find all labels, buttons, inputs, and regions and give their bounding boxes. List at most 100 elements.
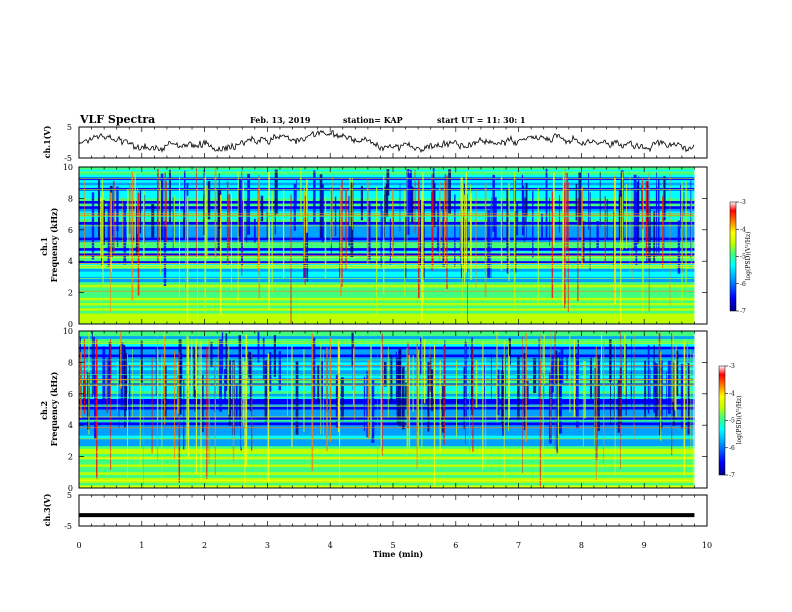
spectrogram-sferic: [354, 341, 356, 421]
spectrogram-burst: [97, 179, 100, 239]
spectrogram-burst: [406, 169, 410, 235]
spectrogram-burst: [168, 169, 171, 223]
spectrogram-sferic: [214, 361, 216, 476]
spectrogram-sferic: [631, 191, 633, 283]
spectrogram-sferic: [208, 339, 210, 465]
spectrogram-sferic: [417, 179, 420, 299]
spectrogram-sferic: [584, 360, 586, 419]
spectrogram-sferic: [500, 168, 503, 271]
spectrogram-sferic: [157, 169, 159, 261]
spectrogram-sferic: [577, 198, 579, 302]
figure-title: VLF Spectra: [79, 113, 155, 126]
spectrogram-line: [79, 427, 695, 429]
spectrogram-sferic: [692, 353, 694, 484]
spectrogram-sferic: [120, 332, 122, 389]
spectrogram-burst: [648, 206, 651, 263]
spectrogram-sferic: [406, 347, 409, 455]
spectrogram-burst: [538, 339, 540, 400]
spectrogram-sferic: [470, 193, 472, 280]
spectrogram-band: [79, 456, 695, 460]
spectrogram-sferic: [623, 334, 626, 395]
spectrogram-burst: [386, 169, 390, 196]
spectrogram-sferic: [469, 340, 470, 452]
spectrogram-sferic: [323, 350, 324, 440]
spectrogram-sferic: [475, 189, 477, 288]
spectrogram-sferic: [237, 171, 239, 302]
spectrogram-sferic: [621, 345, 622, 405]
spectrogram-sferic: [562, 170, 565, 283]
spectrogram-band: [79, 242, 695, 246]
colorbar-tick-label: -3: [729, 363, 735, 370]
spectrogram-burst: [278, 351, 282, 391]
spectrogram-burst: [411, 186, 414, 223]
header-date: Feb. 13, 2019: [250, 115, 311, 125]
ch2-spectrogram-panel: 0 2 4 6 8 10 ch.2 Frequency (kHz): [39, 327, 708, 493]
spectrogram-band: [79, 216, 695, 220]
ch2-spectrogram-image: [79, 331, 695, 488]
spectrogram-band: [79, 313, 695, 317]
spectrogram-line: [79, 215, 695, 217]
spectrogram-line: [79, 359, 695, 361]
time-tick-label: 5: [390, 541, 395, 550]
spectrogram-sferic: [303, 348, 305, 432]
spectrogram-sferic: [412, 355, 414, 413]
spectrogram-line: [79, 397, 695, 398]
spectrogram-burst: [663, 208, 665, 250]
spectrogram-burst: [405, 216, 407, 280]
time-axis-tick-labels: 0 1 2 3 4 5 6 7 8 9 10: [76, 541, 712, 550]
spectrogram-sferic: [464, 339, 466, 444]
spectrogram-burst: [555, 350, 558, 386]
spectrogram-sferic: [573, 339, 576, 417]
spectrogram-burst: [619, 367, 622, 425]
colorbar-ch1-ticks: -3 -4 -5 -6 -7: [736, 199, 746, 315]
spectrogram-burst: [545, 168, 548, 240]
spectrogram-sferic: [84, 180, 85, 260]
spectrogram-burst: [395, 351, 398, 401]
spectrogram-sferic: [508, 182, 510, 282]
spectrogram-band: [79, 331, 695, 335]
freq-tick-label: 8: [68, 194, 73, 203]
spectrogram-sferic: [244, 361, 246, 488]
spectrogram-burst: [690, 180, 692, 258]
spectrogram-band: [79, 284, 695, 288]
spectrogram-sferic: [177, 361, 179, 414]
spectrogram-sferic: [258, 176, 261, 299]
colorbar-ch2-gradient: [718, 365, 726, 476]
spectrogram-line: [79, 171, 695, 173]
spectrogram-burst: [399, 183, 401, 232]
spectrogram-sferic: [142, 190, 145, 260]
spectrogram-band: [79, 333, 695, 337]
freq-tick-label: 10: [63, 327, 73, 336]
spectrogram-sferic: [194, 338, 196, 390]
spectrogram-sferic: [381, 333, 383, 456]
spectrogram-band: [79, 461, 695, 465]
spectrogram-line: [79, 374, 695, 375]
spectrogram-burst: [606, 199, 608, 239]
colorbar-ch2-label: log(PSD)(V²/Hz): [736, 396, 743, 445]
spectrogram-band: [79, 341, 695, 345]
spectrogram-sferic: [164, 336, 166, 425]
spectrogram-band: [79, 357, 695, 361]
spectrogram-sferic: [619, 331, 621, 469]
colorbar-tick-label: -5: [729, 418, 735, 425]
spectrogram-burst: [218, 173, 220, 227]
spectrogram-burst: [655, 190, 657, 227]
spectrogram-sferic: [681, 181, 683, 308]
spectrogram-sferic: [187, 336, 189, 390]
spectrogram-sferic: [508, 356, 510, 419]
spectrogram-band: [79, 344, 695, 348]
spectrogram-sferic: [245, 334, 248, 467]
spectrogram-sferic: [629, 175, 631, 274]
spectrogram-sferic: [660, 351, 662, 441]
spectrogram-burst: [444, 340, 446, 411]
spectrogram-sferic: [290, 194, 292, 324]
spectrogram-band: [79, 422, 695, 426]
time-tick-label: 4: [328, 541, 333, 550]
spectrogram-burst: [549, 197, 550, 246]
spectrogram-burst: [524, 197, 526, 226]
spectrogram-band: [79, 221, 695, 226]
time-tick-label: 0: [76, 541, 81, 550]
spectrogram-sferic: [417, 349, 420, 457]
spectrogram-line: [79, 255, 695, 257]
spectrogram-sferic: [594, 357, 596, 446]
